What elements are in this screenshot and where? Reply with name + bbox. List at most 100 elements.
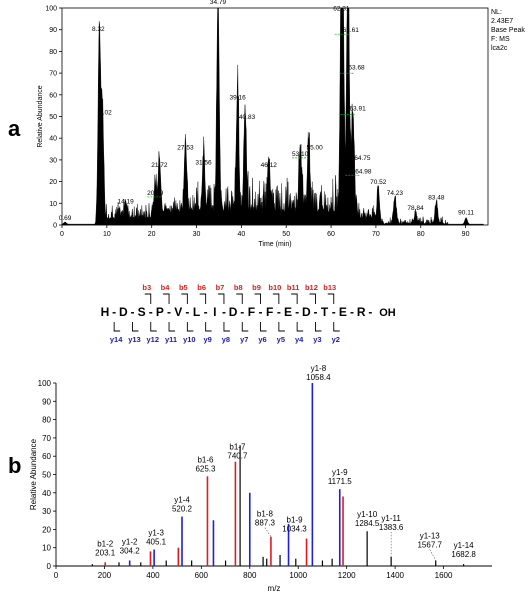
peak-label: 64.98 (355, 168, 372, 175)
fragment-mz-label: 1034.3 (282, 525, 307, 534)
residue: S (138, 305, 146, 319)
x-tick-label: 0 (54, 571, 59, 580)
x-tick-label: 70 (372, 231, 380, 238)
peak-label: 64.75 (354, 155, 371, 162)
scan-info-line: NL: (491, 9, 502, 16)
peak-label: 34.79 (210, 0, 227, 6)
peptide-bond: - (167, 305, 171, 319)
fragment-mz-label: 405.1 (146, 538, 167, 547)
scan-info-line: Base Peak (491, 27, 525, 34)
residue: P (156, 305, 164, 319)
y-tick-label: 0 (53, 223, 57, 230)
peptide-bond: - (222, 305, 226, 319)
x-axis-title: m/z (268, 584, 281, 593)
y-tick-label: 30 (42, 507, 51, 516)
fragment-name-label: y1-8 (311, 364, 327, 373)
residue: F (266, 305, 273, 319)
fragment-name-label: y1-13 (420, 532, 441, 541)
chromatogram-trace (61, 7, 484, 226)
b-ion-bracket (199, 293, 207, 304)
chromatogram-panel: 0 10 20 30 40 50 60 70 80 90 0 10 20 30 40 50 60 70 80 90 10… (37, 0, 525, 248)
peptide-bond: - (130, 305, 134, 319)
fragment-name-label: y1-3 (148, 529, 164, 538)
residue: D (119, 305, 128, 319)
y-ion-bracket (260, 322, 267, 332)
b-ion-bracket (272, 293, 280, 304)
y-ion-bracket (186, 322, 194, 332)
y-ion-label: y6 (258, 335, 266, 344)
peptide-bond: - (368, 305, 372, 319)
x-tick-label: 400 (146, 571, 160, 580)
peak-label: 90.11 (458, 209, 474, 216)
b-ion-label: b5 (179, 283, 188, 292)
peak-label: 39.16 (229, 94, 246, 101)
residue: E (284, 305, 292, 319)
peak-label: 62.61 (343, 27, 360, 34)
y-ion-label: y12 (146, 335, 159, 344)
y-tick-label: 0 (47, 562, 52, 571)
peptide-bond: - (149, 305, 153, 319)
peak-label: 70.52 (370, 179, 387, 186)
b-ion-label: b3 (142, 283, 151, 292)
y-tick-label: 10 (49, 201, 57, 208)
y-ion-label: y14 (110, 335, 123, 344)
y-tick-label: 70 (49, 71, 57, 78)
b-ion-bracket (254, 293, 261, 304)
b-ion-bracket (181, 293, 188, 304)
fragment-mz-label: 520.2 (172, 505, 193, 514)
fragment-mz-label: 1171.5 (328, 477, 352, 486)
b-ion-bracket (236, 293, 243, 304)
peak-label: 27.53 (177, 144, 194, 151)
annotation-leader (264, 527, 272, 537)
y-ion-bracket (150, 322, 157, 332)
peak-label: 63.68 (348, 64, 365, 71)
y-tick-label: 100 (45, 6, 57, 13)
x-tick-label: 800 (243, 571, 257, 580)
y-tick-label: 70 (42, 434, 51, 443)
y-ion-bracket (113, 322, 121, 332)
y-axis-title: Relative Abundance (37, 85, 44, 147)
peak-label: 53.10 (292, 151, 309, 158)
y-ion-bracket (131, 322, 139, 332)
residue: R (357, 305, 366, 319)
fragment-mz-label: 1383.6 (379, 523, 404, 532)
fragment-name-label: y1-4 (174, 496, 190, 505)
y-tick-label: 80 (49, 49, 57, 56)
fragment-name-label: y1-9 (332, 468, 348, 477)
y-tick-label: 20 (42, 525, 51, 534)
peptide-bond: - (332, 305, 336, 319)
b-ion-label: b12 (305, 283, 318, 292)
peak-label: 0.69 (59, 215, 72, 222)
fragment-name-label: b1-7 (229, 443, 246, 452)
x-tick-label: 1400 (386, 571, 404, 580)
peptide-bond: - (350, 305, 354, 319)
y-ion-label: y13 (128, 335, 141, 344)
b-ion-label: b8 (234, 283, 243, 292)
x-tick-label: 1000 (289, 571, 307, 580)
residue: T (321, 305, 329, 319)
residue: D (229, 305, 238, 319)
x-tick-label: 50 (282, 231, 290, 238)
x-tick-label: 10 (103, 231, 111, 238)
residue: I (213, 305, 216, 319)
b-ion-label: b6 (197, 283, 206, 292)
peak-label: 74.23 (387, 190, 404, 197)
x-tick-label: 90 (462, 231, 470, 238)
x-tick-label: 200 (98, 571, 112, 580)
x-tick-label: 600 (195, 571, 209, 580)
y-ion-bracket (223, 322, 230, 332)
y-tick-label: 90 (49, 27, 57, 34)
y-ion-bracket (205, 322, 212, 332)
residue: V (174, 305, 182, 319)
panel-label-a: a (8, 116, 21, 141)
b-ion-bracket (163, 293, 170, 304)
b-ion-label: b10 (268, 283, 281, 292)
annotation-leader (429, 549, 436, 561)
y-ion-label: y10 (183, 335, 196, 344)
peak-label: 46.12 (261, 162, 278, 169)
fragment-name-label: y1-10 (357, 510, 378, 519)
y-ion-label: y11 (165, 335, 177, 344)
x-tick-label: 1600 (435, 571, 453, 580)
